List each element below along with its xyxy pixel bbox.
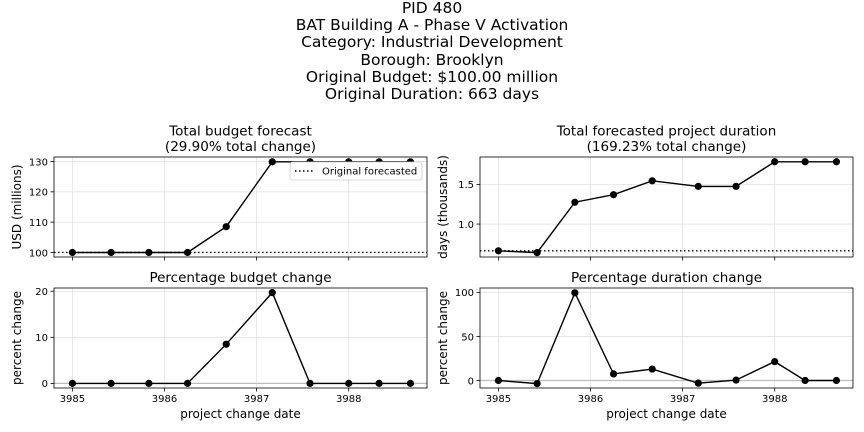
y-axis-label: USD (millions) [10, 164, 24, 249]
data-point [107, 248, 115, 257]
legend-box [289, 161, 423, 181]
y-tick-label: 10 [35, 333, 48, 344]
plot-frame [53, 156, 428, 258]
plot-frame [479, 287, 854, 389]
data-point [406, 379, 415, 387]
data-point [183, 379, 192, 387]
series-line [72, 291, 411, 385]
data-point [268, 158, 276, 166]
data-point [801, 376, 809, 385]
chart-panel-duration: 1.0 1.5 Total forecasted project duration(… [436, 124, 854, 261]
chart-title: Total budget forecast [168, 124, 312, 140]
chart-panel-budget: 100 110 120 130 Total budget forecast(29.90%… [10, 124, 428, 261]
data-point [571, 198, 579, 206]
data-point [306, 379, 314, 387]
x-tick-label: 3988 [336, 394, 361, 405]
series-line [498, 291, 837, 385]
x-tick-label: 3985 [486, 394, 511, 405]
data-point [533, 249, 541, 257]
header-line-borough: Borough: Brooklyn [360, 50, 504, 69]
data-point [771, 357, 779, 366]
plot-frame [53, 287, 428, 389]
x-tick-label: 3986 [152, 394, 177, 405]
x-tick-label: 3986 [578, 394, 603, 405]
x-axis-label: project change date [180, 407, 301, 421]
series-line [498, 161, 837, 254]
data-point [832, 158, 841, 166]
y-axis-label: percent change [10, 291, 24, 385]
data-point [694, 182, 702, 190]
x-tick-label: 3987 [244, 394, 269, 405]
data-point [345, 379, 353, 387]
chart-title: Total forecasted project duration [556, 124, 777, 140]
y-tick-label: 1.5 [458, 180, 474, 191]
data-point [648, 177, 656, 185]
x-tick-label: 3987 [670, 394, 695, 405]
chart-title: (29.90% total change) [165, 139, 316, 155]
data-point [375, 379, 383, 387]
y-tick-label: 110 [29, 218, 48, 229]
data-point [268, 289, 276, 297]
data-point [732, 182, 740, 190]
header-line-project-name: BAT Building A - Phase V Activation [295, 16, 569, 35]
data-point [771, 158, 779, 166]
y-axis-label: days (thousands) [436, 155, 450, 259]
data-point [145, 248, 153, 257]
x-axis-label: project change date [606, 407, 727, 421]
figure-header: PID 480 BAT Building A - Phase V Activat… [0, 0, 864, 103]
data-point [107, 379, 115, 387]
data-point [183, 248, 192, 257]
data-point [609, 370, 618, 378]
data-point [68, 248, 77, 257]
plot-frame [479, 156, 854, 258]
y-tick-label: 100 [455, 288, 474, 299]
y-tick-label: 1.0 [458, 220, 474, 231]
data-point [145, 379, 153, 387]
legend-label: Original forecasted [322, 167, 417, 178]
data-point [533, 379, 541, 388]
data-point [732, 376, 740, 384]
data-point [222, 340, 230, 348]
header-line-category: Category: Industrial Development [301, 33, 563, 52]
data-point [832, 376, 841, 385]
data-point [494, 247, 503, 255]
legend: Original forecasted [289, 161, 423, 181]
chart-panel-duration-pct: 0 50 100 3985 3986 3987 3988 Percentage duratio… [436, 270, 854, 421]
data-point [648, 365, 656, 373]
y-tick-label: 100 [29, 248, 48, 259]
data-point [801, 158, 809, 166]
y-tick-label: 20 [35, 287, 48, 298]
header-line-original-duration: Original Duration: 663 days [324, 85, 540, 104]
data-point [571, 289, 579, 297]
header-line-original-budget: Original Budget: $100.00 million [305, 67, 559, 86]
y-tick-label: 130 [29, 157, 48, 168]
x-tick-label: 3988 [762, 394, 787, 405]
y-axis-label: percent change [436, 291, 450, 385]
data-point [222, 223, 230, 231]
header-line-pid: PID 480 [401, 0, 463, 17]
chart-title: (169.23% total change) [587, 139, 747, 155]
x-tick-label: 3985 [60, 394, 85, 405]
y-tick-label: 50 [461, 332, 474, 343]
data-point [68, 379, 77, 387]
chart-title: Percentage budget change [149, 270, 331, 286]
data-point [494, 376, 503, 385]
y-tick-label: 0 [468, 376, 474, 387]
chart-title: Percentage duration change [571, 270, 762, 286]
data-point [609, 191, 618, 199]
y-tick-label: 120 [29, 188, 48, 199]
chart-panel-budget-pct: 0 10 20 3985 3986 3987 3988 Percentage budget c… [10, 270, 428, 421]
data-point [694, 379, 702, 387]
y-tick-label: 0 [42, 379, 48, 390]
